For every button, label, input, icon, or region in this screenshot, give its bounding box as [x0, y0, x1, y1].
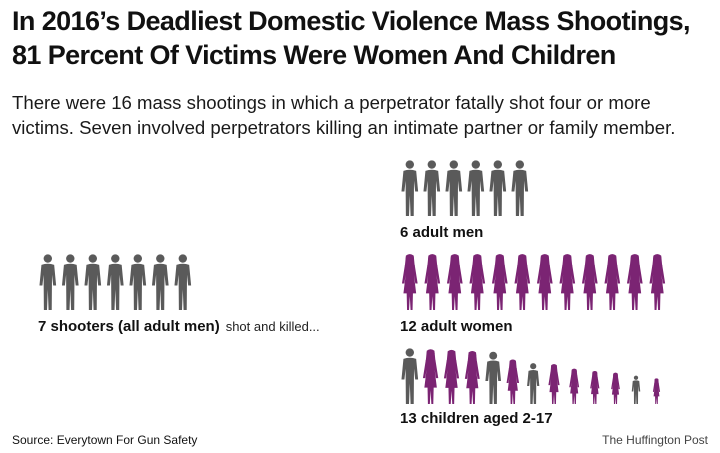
- child-figure: [569, 368, 580, 404]
- shooter-figure: [174, 254, 192, 310]
- adult-man-figure: [467, 160, 485, 216]
- child-figure: [422, 349, 439, 404]
- shooter-figure: [106, 254, 124, 310]
- shooters-after-text: shot and killed...: [225, 319, 320, 334]
- subtitle-line-1: There were 16 mass shootings in which a …: [12, 92, 651, 113]
- child-figure: [548, 364, 560, 404]
- child-figure: [611, 372, 620, 404]
- child-figure: [464, 350, 480, 404]
- shooter-figure: [129, 254, 147, 310]
- adult-woman-figure: [446, 254, 463, 310]
- shooter-figure: [39, 254, 57, 310]
- adult-woman-figure: [581, 254, 598, 310]
- adult-woman-figure: [401, 254, 418, 310]
- adult-woman-figure: [604, 254, 621, 310]
- shooters-icon-row: [38, 252, 198, 310]
- adult-woman-figure: [514, 254, 531, 310]
- adult-woman-figure: [649, 254, 666, 310]
- adult-women-label: 12 adult women: [400, 318, 513, 335]
- source-note: Source: Everytown For Gun Safety: [12, 433, 198, 447]
- shooter-figure: [84, 254, 102, 310]
- adult-women-icons: [401, 254, 666, 310]
- title-line-1: In 2016’s Deadliest Domestic Violence Ma…: [12, 6, 691, 36]
- credit-note: The Huffington Post: [602, 433, 708, 447]
- adult-man-figure: [423, 160, 441, 216]
- child-figure: [443, 349, 460, 404]
- adult-man-figure: [489, 160, 507, 216]
- child-figure: [485, 351, 502, 404]
- child-figure: [506, 359, 520, 404]
- children-label: 13 children aged 2-17: [400, 410, 553, 427]
- child-figure: [527, 363, 540, 404]
- adult-woman-figure: [424, 254, 441, 310]
- chart-title: In 2016’s Deadliest Domestic Violence Ma…: [12, 4, 716, 72]
- adult-woman-figure: [536, 254, 553, 310]
- shooters-icons: [39, 254, 192, 310]
- shooter-figure: [151, 254, 169, 310]
- shooters-label: 7 shooters (all adult men) shot and kille…: [38, 318, 320, 335]
- adult-woman-figure: [491, 254, 508, 310]
- child-figure: [652, 378, 661, 404]
- adult-man-figure: [401, 160, 419, 216]
- child-figure: [401, 348, 419, 404]
- adult-woman-figure: [559, 254, 576, 310]
- adult-women-icon-row: [400, 252, 675, 310]
- chart-subtitle: There were 16 mass shootings in which a …: [12, 90, 716, 140]
- adult-men-icons: [401, 160, 529, 216]
- adult-men-icon-row: [400, 158, 540, 216]
- adult-woman-figure: [469, 254, 486, 310]
- children-icon-row: [400, 346, 685, 404]
- adult-woman-figure: [626, 254, 643, 310]
- title-line-2: 81 Percent Of Victims Were Women And Chi…: [12, 40, 616, 70]
- shooters-label-text: 7 shooters (all adult men): [38, 318, 220, 335]
- subtitle-line-2: victims. Seven involved perpetrators kil…: [12, 117, 676, 138]
- shooter-figure: [61, 254, 79, 310]
- children-icons: [401, 348, 661, 404]
- child-figure: [590, 370, 600, 404]
- adult-man-figure: [511, 160, 529, 216]
- adult-men-label: 6 adult men: [400, 224, 484, 241]
- child-figure: [631, 375, 641, 404]
- adult-man-figure: [445, 160, 463, 216]
